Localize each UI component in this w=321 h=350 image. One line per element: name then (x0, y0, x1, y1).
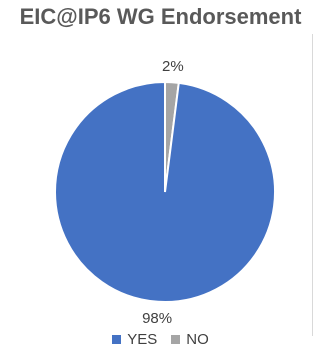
chart-legend: YES NO (0, 331, 321, 348)
pie-slices (54, 80, 276, 303)
chart-border (312, 34, 313, 336)
data-label-yes: 98% (142, 310, 172, 327)
legend-swatch-no (171, 335, 181, 344)
legend-item-no: NO (171, 331, 209, 348)
chart-title: EIC@IP6 WG Endorsement (19, 4, 302, 29)
pie-data-labels: 2% 98% (142, 58, 184, 327)
pie-slice-yes (54, 80, 276, 303)
legend-swatch-yes (112, 335, 122, 344)
legend-item-yes: YES (112, 331, 157, 348)
legend-label-no: NO (186, 331, 209, 348)
data-label-no: 2% (162, 58, 184, 75)
legend-label-yes: YES (127, 331, 158, 348)
